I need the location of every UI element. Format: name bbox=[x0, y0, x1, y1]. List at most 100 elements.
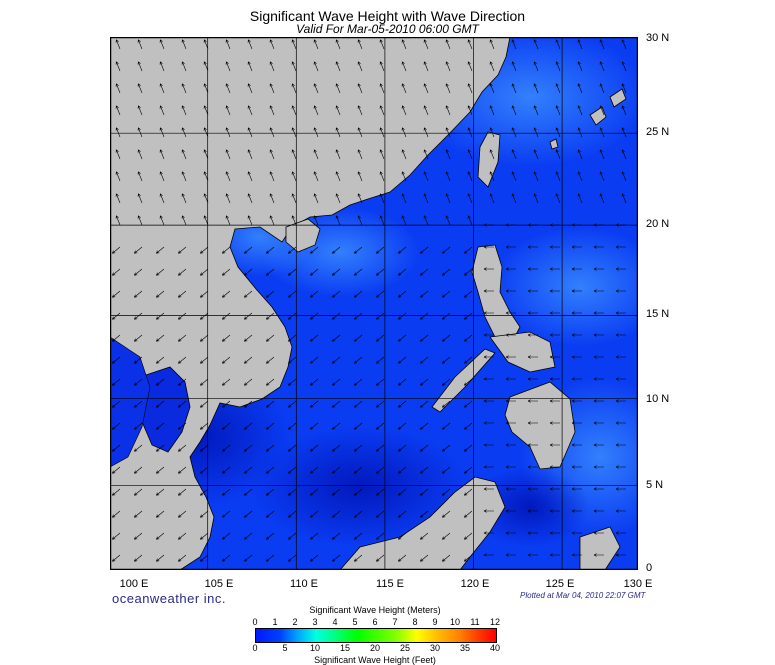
wave-arrow bbox=[571, 289, 582, 293]
wave-arrow bbox=[115, 39, 121, 50]
wave-arrow bbox=[354, 290, 363, 298]
wave-arrow bbox=[464, 268, 473, 276]
wave-arrow bbox=[621, 149, 627, 160]
wave-arrow bbox=[615, 311, 626, 315]
wave-arrow bbox=[222, 444, 231, 452]
wave-arrow bbox=[621, 105, 627, 116]
wave-arrow bbox=[159, 83, 165, 94]
wave-arrow bbox=[442, 444, 451, 452]
wave-arrow bbox=[225, 215, 231, 226]
wave-arrow bbox=[335, 127, 341, 138]
legend-tick: 30 bbox=[429, 643, 440, 653]
wave-arrow bbox=[178, 510, 187, 518]
land-sulawesi bbox=[579, 526, 621, 570]
wave-arrow bbox=[288, 290, 297, 298]
wave-arrow bbox=[266, 290, 275, 298]
wave-arrow bbox=[137, 149, 143, 160]
wave-arrow bbox=[467, 215, 473, 226]
wave-arrow bbox=[112, 488, 121, 496]
wave-arrow bbox=[156, 356, 165, 364]
wave-arrow bbox=[464, 334, 473, 342]
wave-arrow bbox=[511, 171, 517, 182]
land-mindanao bbox=[504, 381, 576, 470]
wave-arrow bbox=[555, 149, 561, 160]
wave-arrow bbox=[203, 105, 209, 116]
wave-arrow bbox=[615, 509, 626, 513]
wave-arrow bbox=[200, 422, 209, 430]
lat-label: 20 N bbox=[646, 218, 670, 230]
wave-arrow bbox=[379, 61, 385, 72]
wave-arrow bbox=[178, 312, 187, 320]
wave-arrow bbox=[445, 215, 451, 226]
wave-arrow bbox=[593, 509, 604, 513]
wave-arrow bbox=[505, 509, 516, 513]
wave-arrow bbox=[181, 171, 187, 182]
wave-arrow bbox=[335, 61, 341, 72]
wave-arrow bbox=[577, 193, 583, 204]
wave-arrow bbox=[555, 39, 561, 50]
legend-tick: 11 bbox=[470, 617, 480, 627]
wave-arrow bbox=[354, 422, 363, 430]
wave-arrow bbox=[398, 268, 407, 276]
wave-arrow bbox=[549, 399, 560, 403]
wave-arrow bbox=[354, 312, 363, 320]
wave-arrow bbox=[288, 378, 297, 386]
wave-arrow bbox=[442, 400, 451, 408]
wave-arrow bbox=[379, 215, 385, 226]
wave-arrow bbox=[420, 422, 429, 430]
wave-arrow bbox=[483, 531, 494, 535]
wave-arrow bbox=[354, 268, 363, 276]
wave-arrow bbox=[593, 465, 604, 469]
wave-arrow bbox=[593, 289, 604, 293]
wave-arrow bbox=[401, 61, 407, 72]
wave-arrow bbox=[244, 334, 253, 342]
wave-arrow bbox=[467, 83, 473, 94]
wave-arrow bbox=[599, 39, 605, 50]
wave-arrow bbox=[571, 553, 582, 557]
wave-arrow bbox=[549, 355, 560, 359]
wave-arrow bbox=[313, 171, 319, 182]
wave-arrow bbox=[376, 268, 385, 276]
wave-arrow bbox=[505, 289, 516, 293]
wave-arrow bbox=[225, 193, 231, 204]
wave-arrow bbox=[615, 465, 626, 469]
legend-tick: 9 bbox=[432, 617, 438, 627]
wave-arrow bbox=[269, 39, 275, 50]
wave-arrow bbox=[181, 127, 187, 138]
land-taiwan bbox=[477, 131, 501, 188]
wave-arrow bbox=[577, 105, 583, 116]
wave-arrow bbox=[467, 149, 473, 160]
wave-arrow bbox=[354, 488, 363, 496]
wave-arrow bbox=[420, 466, 429, 474]
wave-arrow bbox=[593, 267, 604, 271]
wave-arrow bbox=[313, 83, 319, 94]
wave-arrow bbox=[159, 149, 165, 160]
wave-arrow bbox=[247, 149, 253, 160]
wave-arrow bbox=[483, 465, 494, 469]
lon-label: 110 E bbox=[290, 578, 318, 590]
wave-arrow bbox=[244, 444, 253, 452]
wave-arrow bbox=[291, 83, 297, 94]
wave-arrow bbox=[467, 193, 473, 204]
wave-arrow bbox=[134, 290, 143, 298]
wave-arrow bbox=[291, 127, 297, 138]
land-borneo bbox=[339, 476, 506, 570]
wave-arrow bbox=[225, 171, 231, 182]
wave-arrow bbox=[137, 61, 143, 72]
wave-arrow bbox=[288, 312, 297, 320]
wave-arrow bbox=[357, 105, 363, 116]
wave-arrow bbox=[467, 61, 473, 72]
wave-arrow bbox=[505, 355, 516, 359]
wave-arrow bbox=[376, 554, 385, 562]
wave-arrow bbox=[266, 444, 275, 452]
wave-arrow bbox=[247, 127, 253, 138]
wave-arrow bbox=[571, 355, 582, 359]
wave-arrow bbox=[420, 554, 429, 562]
wave-arrow bbox=[178, 422, 187, 430]
wave-arrow bbox=[483, 289, 494, 293]
wave-arrow bbox=[288, 444, 297, 452]
wave-arrow bbox=[134, 510, 143, 518]
lon-label: 120 E bbox=[460, 578, 490, 590]
wave-arrow bbox=[423, 127, 429, 138]
wave-arrow bbox=[115, 171, 121, 182]
